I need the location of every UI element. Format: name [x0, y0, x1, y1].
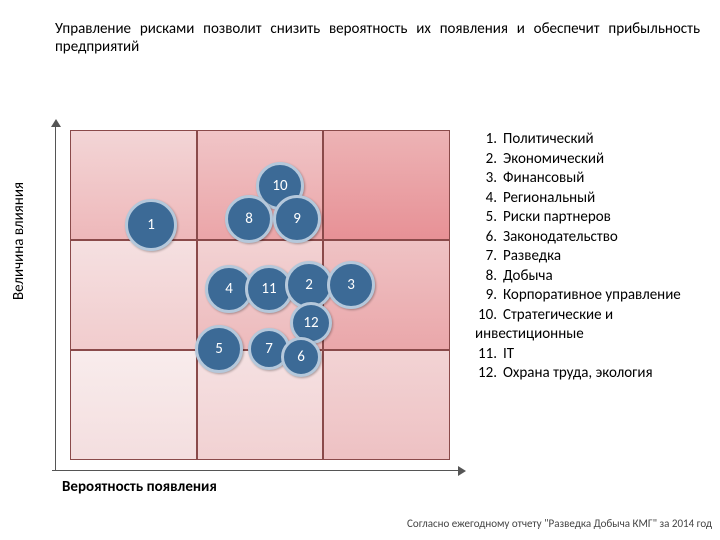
legend-item-text: Разведка [503, 247, 561, 265]
legend-item-number: 12. [475, 364, 497, 384]
legend-item-number: 9. [475, 286, 497, 306]
x-axis-label: Вероятность появления [62, 478, 217, 496]
y-axis-arrow [55, 125, 56, 470]
legend-item: 5. Риски партнеров [475, 208, 720, 228]
matrix-cell [70, 240, 197, 350]
legend-item-number: 4. [475, 189, 497, 209]
legend-item-text: Риски партнеров [503, 208, 611, 226]
legend-item-number: 1. [475, 130, 497, 150]
risk-bubble: 8 [225, 195, 273, 243]
matrix-cell [323, 350, 450, 460]
legend-item: 3. Финансовый [475, 169, 720, 189]
legend-item-text: Корпоративное управление [503, 286, 681, 304]
matrix-cell [323, 130, 450, 240]
legend: 1. Политический 2. Экономический 3. Финансовы… [475, 130, 720, 384]
legend-item: 11. IT [475, 345, 720, 365]
legend-item: 10.Стратегические и инвестиционные [475, 306, 720, 345]
legend-item-number: 8. [475, 267, 497, 287]
matrix-cell [70, 350, 197, 460]
legend-item: 1. Политический [475, 130, 720, 150]
legend-item: 6. Законодательство [475, 228, 720, 248]
legend-item-text: Региональный [503, 189, 595, 207]
legend-item-text: IT [503, 345, 514, 363]
risk-bubble: 1 [125, 199, 177, 251]
legend-item: 4. Региональный [475, 189, 720, 209]
legend-item-number: 2. [475, 150, 497, 170]
slide-title: Управление рисками позволит снизить веро… [55, 20, 700, 56]
legend-item: 7. Разведка [475, 247, 720, 267]
legend-item-number: 11. [475, 345, 497, 365]
legend-item-text: Политический [503, 130, 594, 148]
legend-item-number: 10. [475, 306, 497, 326]
risk-matrix: 110894112312576 [70, 130, 450, 460]
legend-item-number: 6. [475, 228, 497, 248]
x-axis-arrow [52, 470, 460, 471]
footnote: Согласно ежегодному отчету "Разведка Доб… [407, 517, 712, 530]
legend-item: 9. Корпоративное управление [475, 286, 720, 306]
legend-item-text: Экономический [503, 150, 604, 168]
risk-bubble: 6 [281, 337, 321, 377]
risk-bubble: 3 [327, 261, 375, 309]
legend-item: 2. Экономический [475, 150, 720, 170]
legend-item-number: 7. [475, 247, 497, 267]
legend-item: 8. Добыча [475, 267, 720, 287]
legend-item-number: 5. [475, 208, 497, 228]
y-axis-label: Величина влияния [10, 182, 28, 300]
legend-item-text: Добыча [503, 267, 553, 285]
legend-item-number: 3. [475, 169, 497, 189]
risk-bubble: 5 [195, 325, 243, 373]
legend-item-text: Охрана труда, экология [503, 364, 653, 382]
legend-item-text: Финансовый [503, 169, 584, 187]
risk-bubble: 9 [273, 195, 321, 243]
legend-item-text: Законодательство [503, 228, 618, 246]
legend-item: 12. Охрана труда, экология [475, 364, 720, 384]
